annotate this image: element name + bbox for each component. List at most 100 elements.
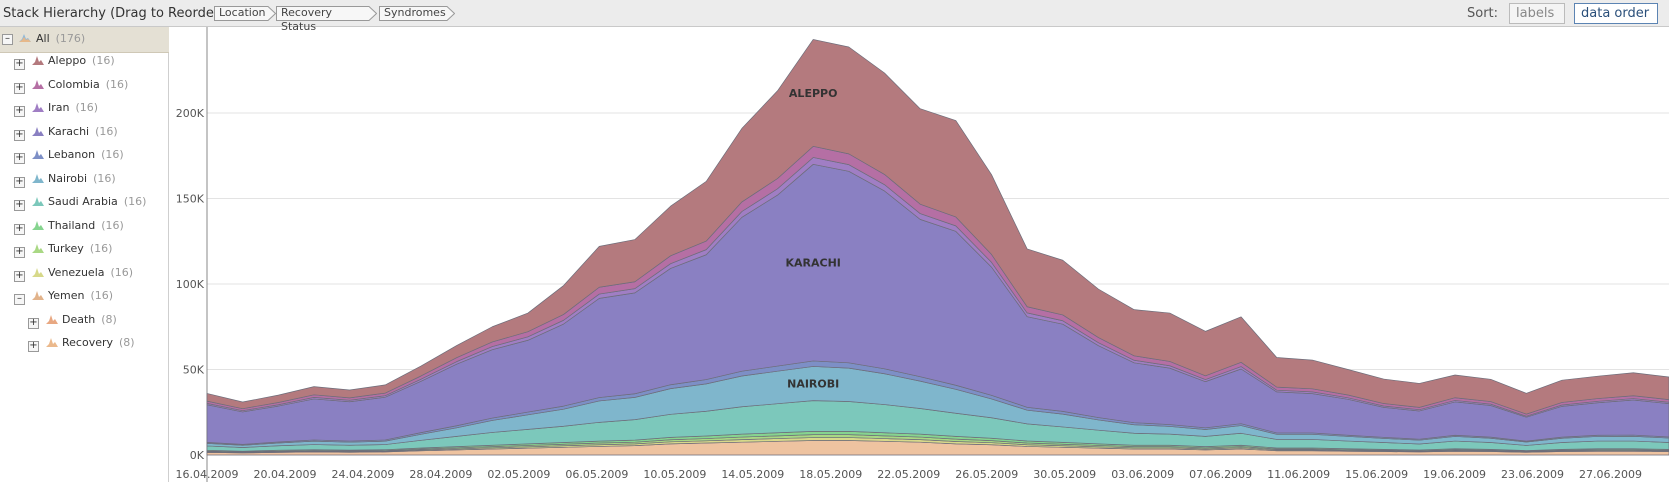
x-tick-label: 23.06.2009 [1501, 468, 1564, 481]
tree-item-saudi-arabia[interactable]: + Saudi Arabia (16) [0, 194, 169, 216]
tree-label: All [36, 32, 50, 45]
tree-count: (16) [105, 77, 129, 91]
tree-count: (16) [101, 148, 124, 161]
tree-item-aleppo[interactable]: + Aleppo (16) [0, 53, 169, 75]
stacked-area-icon [46, 337, 58, 347]
tree-count: (16) [89, 242, 113, 255]
tree-count: (16) [75, 101, 99, 114]
tree-item-venezuela[interactable]: + Venezuela (16) [0, 265, 169, 287]
breadcrumb-recovery-status-label: Recovery Status [281, 6, 333, 33]
toolbar: Stack Hierarchy (Drag to Reorder) Locati… [0, 0, 1669, 33]
tree-label: Yemen [48, 289, 85, 302]
x-tick-label: 24.04.2009 [331, 468, 394, 481]
x-tick-label: 20.04.2009 [253, 468, 316, 481]
x-tick-label: 14.05.2009 [721, 468, 784, 481]
expand-toggle-icon[interactable]: + [28, 340, 39, 352]
tree-count: (8) [119, 336, 135, 349]
stacked-area-icon [32, 149, 44, 159]
tree-label: Lebanon [48, 148, 96, 161]
breadcrumb-syndromes[interactable]: Syndromes [379, 6, 455, 21]
tree-count: (16) [90, 289, 114, 302]
tree-item-turkey[interactable]: + Turkey (16) [0, 241, 169, 263]
tree-label: Saudi Arabia [48, 195, 118, 208]
tree-label: Iran [48, 101, 70, 114]
stacked-area-chart[interactable]: 0K 50K 100K 150K 200K 16.04.2009 20.04.2009 24… [170, 27, 1669, 482]
x-tick-label: 18.05.2009 [799, 468, 862, 481]
sort-data-order-button[interactable]: data order [1574, 3, 1658, 24]
expand-toggle-icon[interactable]: + [14, 128, 25, 141]
tree-item-thailand[interactable]: + Thailand (16) [0, 218, 169, 240]
y-tick-label: 200K [176, 107, 205, 120]
expand-toggle-icon[interactable]: + [28, 316, 39, 329]
x-tick-label: 27.06.2009 [1579, 468, 1642, 481]
x-tick-label: 28.04.2009 [409, 468, 472, 481]
tree-item-lebanon[interactable]: + Lebanon (16) [0, 147, 169, 169]
tree-label: Death [62, 312, 96, 326]
stacked-area-icon [19, 32, 31, 42]
expand-toggle-icon[interactable]: + [14, 105, 25, 117]
breadcrumb-arrow-shape [214, 6, 276, 21]
tree-label: Colombia [48, 77, 100, 91]
collapse-toggle-icon[interactable]: – [2, 34, 13, 45]
sort-labels-button[interactable]: labels [1509, 3, 1565, 24]
expand-toggle-icon[interactable]: + [14, 152, 25, 164]
expand-toggle-icon[interactable]: + [14, 199, 25, 211]
tree-label: Karachi [48, 124, 90, 138]
x-tick-label: 26.05.2009 [955, 468, 1018, 481]
y-axis-tick-labels: 0K 50K 100K 150K 200K [176, 107, 205, 462]
y-tick-label: 0K [190, 449, 205, 462]
tree-label: Venezuela [48, 265, 105, 279]
tree-item-yemen[interactable]: – Yemen (16) [0, 288, 169, 310]
x-tick-label: 02.05.2009 [487, 468, 550, 481]
tree-count: (16) [101, 218, 124, 232]
stacked-area-icon [32, 126, 44, 136]
tree-count: (16) [92, 54, 115, 67]
expand-toggle-icon[interactable]: + [14, 246, 25, 258]
stacked-area-icon [32, 55, 44, 65]
area-label-karachi: KARACHI [785, 257, 840, 270]
stack-hierarchy-tree: – All (176) + Aleppo (16) + Colombia (16) + Iran… [0, 27, 169, 482]
tree-item-colombia[interactable]: + Colombia (16) [0, 77, 169, 99]
area-aleppo[interactable] [206, 39, 1669, 415]
expand-toggle-icon[interactable]: + [14, 175, 25, 188]
y-tick-label: 50K [183, 364, 205, 377]
stacked-area-icon [32, 290, 44, 300]
expand-toggle-icon[interactable]: + [14, 222, 25, 235]
breadcrumb-recovery-status[interactable]: Recovery Status [276, 6, 377, 33]
sort-label: Sort: [1467, 6, 1499, 21]
collapse-toggle-icon[interactable]: – [14, 294, 25, 305]
x-tick-label: 11.06.2009 [1267, 468, 1330, 481]
tree-item-nairobi[interactable]: + Nairobi (16) [0, 171, 169, 193]
area-label-aleppo: ALEPPO [789, 87, 838, 100]
breadcrumb-location[interactable]: Location [214, 6, 276, 21]
tree-item-iran[interactable]: + Iran (16) [0, 100, 169, 122]
stacked-area-icon [32, 173, 44, 183]
y-tick-label: 150K [176, 193, 205, 206]
stacked-area-icon [46, 314, 58, 324]
x-axis-tick-labels: 16.04.2009 20.04.2009 24.04.2009 28.04.2009… [176, 468, 1643, 481]
stacked-area-icon [32, 196, 44, 206]
tree-count: (16) [123, 195, 147, 208]
tree-label: Nairobi [48, 171, 88, 185]
tree-item-death[interactable]: + Death (8) [0, 312, 169, 334]
tree-item-karachi[interactable]: + Karachi (16) [0, 124, 169, 146]
tree-label: Recovery [62, 336, 114, 349]
tree-count: (16) [110, 265, 134, 279]
tree-count: (176) [55, 32, 86, 45]
expand-toggle-icon[interactable]: + [14, 81, 25, 94]
y-tick-label: 100K [176, 278, 205, 291]
x-tick-label: 10.05.2009 [643, 468, 706, 481]
tree-root-all[interactable]: – All (176) [0, 27, 169, 53]
breadcrumb-arrow-shape [379, 6, 455, 21]
x-tick-label: 03.06.2009 [1111, 468, 1174, 481]
expand-toggle-icon[interactable]: + [14, 58, 25, 70]
x-tick-label: 15.06.2009 [1345, 468, 1408, 481]
x-tick-label: 19.06.2009 [1423, 468, 1486, 481]
breadcrumb-arrow-shape [276, 6, 377, 21]
stacked-area-icon [32, 267, 44, 277]
expand-toggle-icon[interactable]: + [14, 269, 25, 282]
area-labels: ALEPPO KARACHI NAIROBI [785, 87, 840, 391]
x-tick-label: 16.04.2009 [176, 468, 239, 481]
tree-item-recovery[interactable]: + Recovery (8) [0, 335, 169, 357]
x-tick-label: 07.06.2009 [1189, 468, 1252, 481]
